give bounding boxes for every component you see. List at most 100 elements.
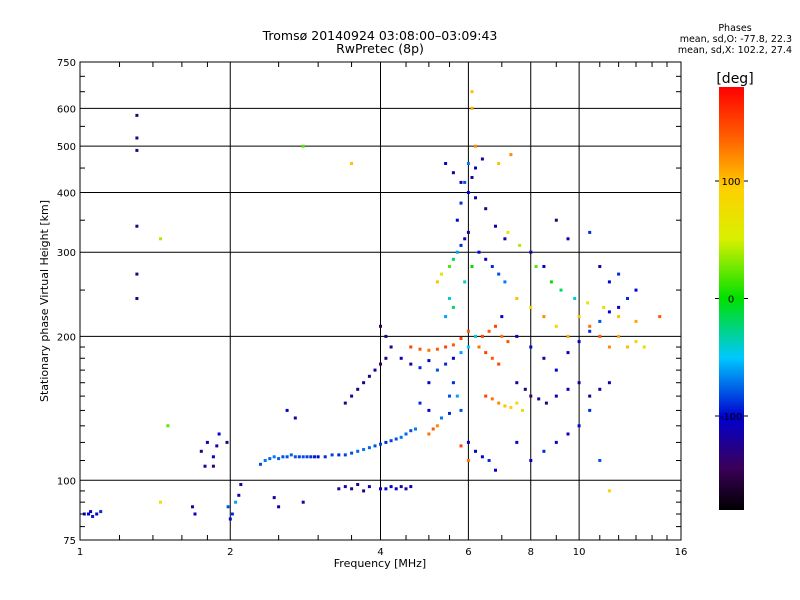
data-point [544, 401, 548, 405]
data-point [389, 439, 393, 443]
data-point [281, 455, 285, 459]
data-point [399, 356, 403, 360]
data-point [362, 381, 366, 385]
data-point [494, 224, 497, 228]
data-point [427, 348, 431, 352]
data-point [503, 404, 507, 408]
data-point [474, 166, 477, 170]
data-point [309, 455, 313, 459]
data-point [542, 449, 546, 453]
data-point [313, 455, 316, 459]
data-point [554, 394, 558, 398]
data-point [497, 362, 501, 366]
data-point [529, 305, 533, 309]
data-point [559, 288, 563, 292]
data-point [529, 250, 533, 254]
data-point [518, 243, 522, 247]
data-point [515, 401, 519, 405]
data-point [99, 510, 103, 514]
data-point [455, 394, 459, 398]
data-point [409, 485, 413, 489]
data-point [444, 162, 448, 165]
data-point [444, 345, 448, 349]
data-point [379, 324, 382, 328]
data-point [239, 483, 243, 486]
data-point [384, 334, 388, 338]
data-point [159, 500, 162, 504]
y-axis-label: Stationary phase Virtual Height [km] [38, 200, 51, 402]
data-point [466, 440, 470, 444]
phase-info-title: Phases [718, 23, 752, 34]
phase-info-x: mean, sd,X: 102.2, 27.4 [677, 45, 792, 56]
data-point [289, 453, 293, 457]
data-point [549, 280, 553, 284]
data-point [193, 512, 197, 516]
data-point [455, 250, 459, 254]
plot-frame [79, 61, 682, 541]
data-point [588, 394, 592, 398]
data-point [87, 512, 90, 516]
chart-subtitle: RwPretec (8p) [336, 41, 424, 56]
data-point [554, 324, 558, 328]
data-point [350, 487, 354, 491]
data-point [203, 464, 207, 468]
data-point [500, 334, 504, 338]
data-point [466, 345, 470, 349]
data-point [226, 505, 230, 509]
data-point [470, 176, 474, 179]
data-point [466, 459, 470, 462]
data-point [617, 305, 621, 309]
y-tick-label: 400 [57, 188, 76, 199]
data-point [217, 432, 221, 436]
data-point [598, 387, 602, 391]
data-point [588, 324, 592, 328]
data-point [480, 455, 484, 459]
data-point [350, 394, 354, 398]
data-point [440, 416, 443, 420]
chart-title: Tromsø 20140924 03:08:00–03:09:43 [262, 28, 498, 43]
data-point [487, 329, 491, 333]
data-point [448, 394, 451, 398]
data-point [459, 243, 463, 247]
data-point [500, 315, 504, 319]
grid-lines [80, 62, 681, 540]
data-point [451, 381, 455, 385]
data-point [617, 334, 621, 338]
colorbar-label: [deg] [716, 71, 753, 87]
y-tick-label: 500 [57, 142, 76, 153]
y-tick-label: 300 [57, 248, 76, 259]
data-point [451, 257, 455, 261]
data-point [497, 162, 501, 165]
data-point [658, 315, 662, 319]
data-point [404, 487, 408, 491]
data-point [427, 381, 431, 385]
data-point [586, 301, 590, 305]
data-point [480, 157, 484, 161]
data-point [159, 237, 162, 241]
data-point [598, 334, 602, 338]
data-point [503, 237, 507, 241]
x-tick-label: 6 [465, 547, 471, 558]
data-point [399, 435, 403, 439]
data-point [215, 444, 219, 448]
data-point [509, 406, 513, 409]
data-point [305, 455, 309, 459]
data-point [607, 280, 611, 284]
data-point [356, 387, 360, 391]
data-point [617, 315, 621, 319]
data-point [427, 359, 431, 363]
data-point [459, 180, 463, 184]
data-point [509, 153, 513, 157]
data-point [394, 487, 398, 491]
data-point [626, 297, 629, 300]
data-point [272, 496, 276, 500]
data-point [554, 368, 558, 372]
data-point [455, 218, 459, 222]
data-point [389, 345, 393, 349]
data-point [503, 280, 507, 284]
data-point [444, 315, 448, 319]
data-point [297, 455, 301, 459]
data-point [451, 171, 455, 175]
data-point [588, 230, 592, 234]
data-point [573, 297, 577, 300]
